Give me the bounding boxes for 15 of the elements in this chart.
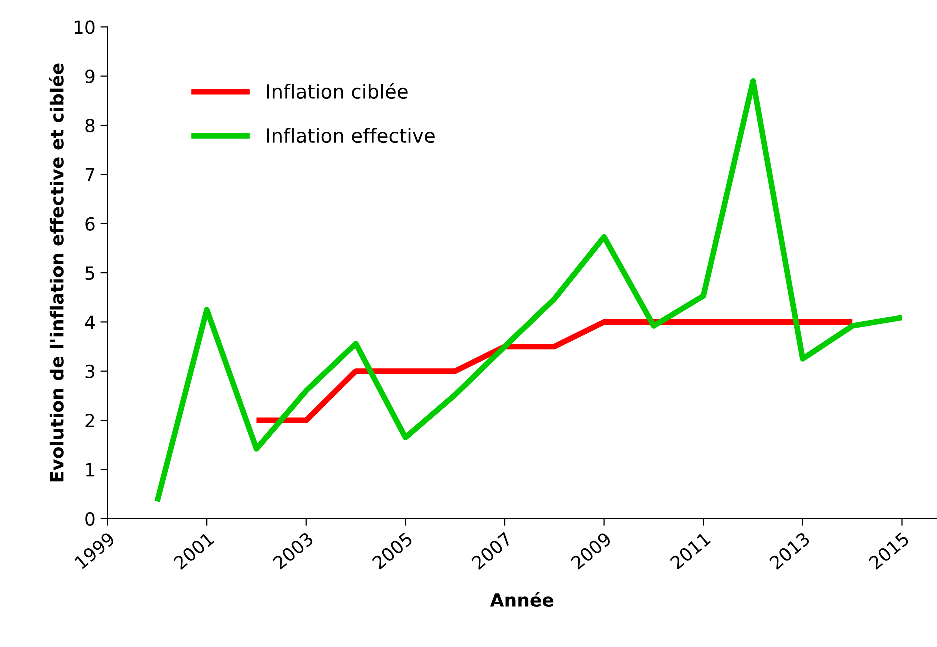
x-axis-title: Année — [490, 592, 554, 608]
y-tick-label: 4 — [85, 316, 95, 330]
y-tick-label: 0 — [86, 512, 95, 526]
y-tick-label: 10 — [74, 20, 95, 34]
y-tick-label: 7 — [86, 168, 94, 182]
legend-label: Inflation effective — [267, 128, 435, 144]
y-tick-label: 3 — [86, 364, 94, 378]
y-tick-label: 6 — [86, 217, 95, 231]
y-tick-label: 5 — [86, 266, 94, 280]
y-tick-label: 9 — [86, 70, 95, 84]
y-axis-title: Evolution de l'inflation effective et ciblée — [49, 64, 64, 482]
y-tick-label: 8 — [86, 118, 95, 133]
y-tick-label: 1 — [86, 463, 94, 477]
y-tick-label: 2 — [86, 414, 94, 428]
legend-label: Inflation ciblée — [267, 83, 408, 100]
